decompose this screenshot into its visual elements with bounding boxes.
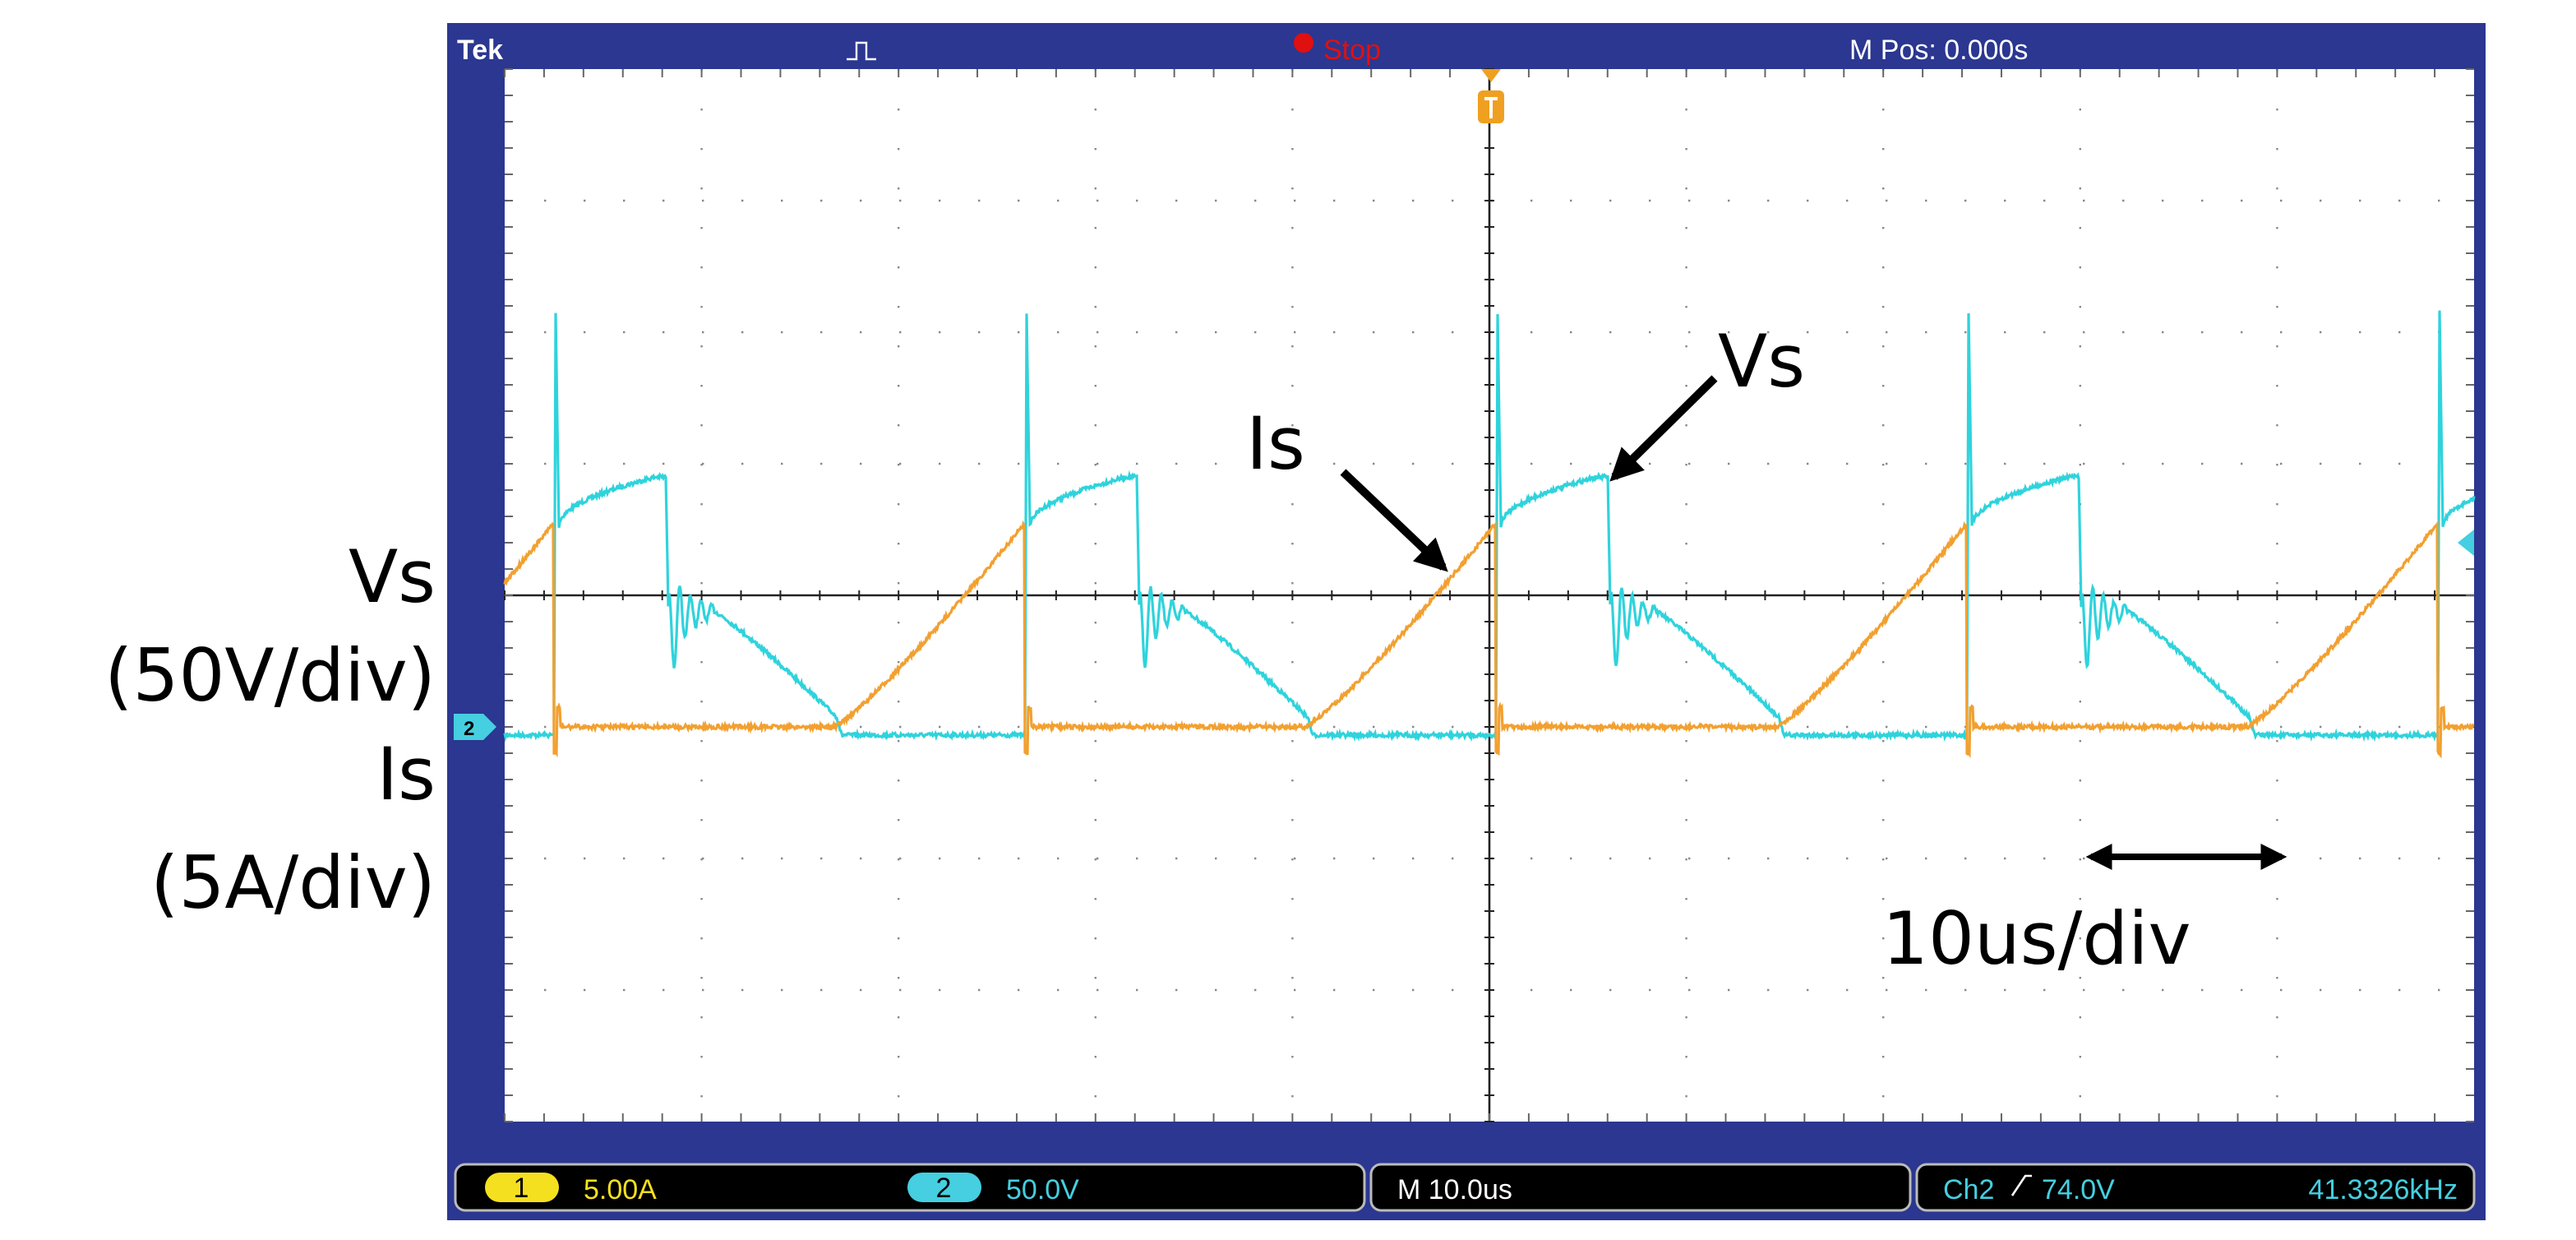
- timebase-annotation: 10us/div: [1882, 896, 2191, 981]
- ch2-number: 2: [936, 1173, 952, 1204]
- trigger-pos-marker: [1481, 69, 1501, 82]
- vs-scale: (50V/div): [104, 633, 436, 718]
- channel-marker-label: 2: [464, 718, 474, 740]
- waveforms: [503, 310, 2476, 759]
- frequency: 41.3326kHz: [2309, 1174, 2458, 1205]
- position: M Pos: 0.000s: [1849, 35, 2028, 66]
- brand: Tek: [457, 35, 503, 66]
- status: Stop: [1323, 35, 1381, 66]
- footer-timebase: [1369, 1163, 1912, 1212]
- vs-label: Vs: [349, 534, 436, 619]
- trigger-level: 74.0V: [2042, 1174, 2115, 1205]
- trigger-source: Ch2: [1943, 1174, 1994, 1205]
- channel-marker: [454, 714, 496, 740]
- waveform: [503, 310, 2476, 743]
- trigger-slope: [2010, 1174, 2032, 1196]
- ch1-badge: [485, 1173, 559, 1202]
- footer-trigger: [1915, 1163, 2476, 1212]
- timebase: M 10.0us: [1397, 1174, 1512, 1205]
- trigger-level-marker: [2458, 530, 2474, 556]
- grid: [504, 68, 2474, 1122]
- waveform: [503, 520, 2475, 759]
- is-annotation: Is: [1246, 401, 1305, 486]
- status-dot: [1294, 33, 1313, 53]
- vs-arrow: [1609, 375, 1718, 482]
- vs-annotation: Vs: [1718, 319, 1805, 404]
- is-label: Is: [376, 732, 436, 817]
- ch2-scale: 50.0V: [1006, 1174, 1079, 1205]
- is-scale: (5A/div): [150, 840, 436, 925]
- ch1-scale: 5.00A: [584, 1174, 657, 1205]
- acquire-icon: [847, 41, 876, 61]
- ch2-badge: [907, 1173, 981, 1202]
- is-arrow: [1340, 469, 1448, 572]
- ch1-number: 1: [514, 1173, 529, 1204]
- trigger-t-glyph: [1484, 97, 1498, 118]
